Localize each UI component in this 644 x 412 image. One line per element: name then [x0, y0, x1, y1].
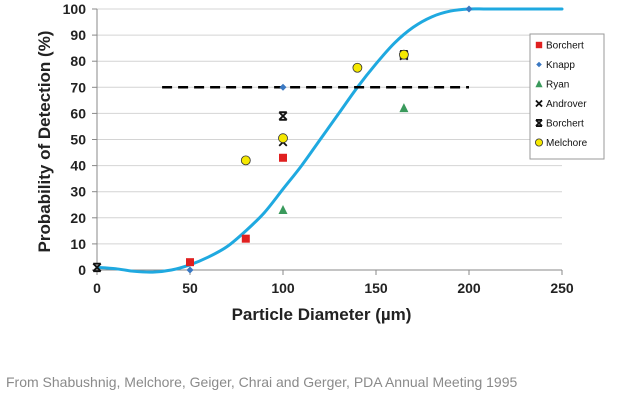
gridlines [97, 8, 562, 271]
legend-label-4: Borchert [546, 119, 584, 130]
legend-label-2: Ryan [546, 80, 569, 91]
fit-curve-layer [95, 7, 564, 274]
y-tick-label-100: 100 [63, 1, 87, 17]
legend-label-0: Borchert [546, 41, 584, 52]
point-borchert-0-1 [241, 234, 250, 243]
point-melchore-5-3 [398, 49, 409, 60]
y-tick-label-80: 80 [70, 53, 86, 69]
legend-label-1: Knapp [546, 60, 575, 71]
legend-label-3: Androver [546, 99, 587, 110]
y-axis-title: Probability of Detection (%) [35, 31, 54, 253]
x-tick-label-200: 200 [457, 280, 481, 296]
legend-marker-1 [536, 61, 542, 68]
y-tick-label-0: 0 [78, 262, 86, 278]
point-melchore-5-2 [352, 62, 363, 73]
x-tick-label-250: 250 [550, 280, 574, 296]
point-ryan-2-0 [278, 204, 288, 214]
y-tick-label-40: 40 [70, 158, 86, 174]
data-points [92, 5, 473, 274]
point-knapp-1-1 [279, 83, 287, 91]
point-melchore-5-1 [278, 133, 288, 144]
legend-marker-0 [535, 41, 543, 49]
legend-marker-2 [535, 80, 543, 88]
legend: Borchert Knapp Ryan Androver Borchert Melchor… [529, 33, 605, 160]
axes [92, 8, 563, 275]
y-tick-label-30: 30 [70, 184, 86, 200]
y-tick-label-20: 20 [70, 210, 86, 226]
point-ryan-2-1 [399, 103, 409, 113]
x-tick-label-50: 50 [182, 280, 198, 296]
y-tick-label-70: 70 [70, 79, 86, 95]
legend-marker-5 [535, 138, 544, 147]
legend-label-5: Melchore [546, 138, 588, 149]
y-tick-label-60: 60 [70, 105, 86, 121]
point-borchert-4-0 [92, 262, 102, 273]
point-knapp-1-2 [465, 5, 473, 13]
legend-marker-3 [535, 99, 543, 108]
x-tick-label-100: 100 [271, 280, 295, 296]
axis-labels: 0 10 20 30 40 50 60 70 80 90 100 0 50 100 150 200 250 Par… [35, 1, 574, 324]
fit-curve [95, 7, 564, 274]
x-tick-label-0: 0 [93, 280, 101, 296]
point-borchert-0-2 [279, 153, 287, 162]
legend-marker-4 [535, 119, 543, 127]
x-axis-title: Particle Diameter (µm) [232, 305, 412, 324]
source-caption: From Shabushnig, Melchore, Geiger, Chrai… [6, 374, 518, 390]
y-tick-label-90: 90 [70, 27, 86, 43]
x-tick-label-150: 150 [364, 280, 388, 296]
y-tick-label-10: 10 [70, 236, 86, 252]
point-knapp-1-0 [186, 266, 194, 274]
y-tick-label-50: 50 [70, 132, 86, 148]
scatter-chart: Borchert Knapp Ryan Androver Borchert Melchor… [35, 1, 605, 324]
point-borchert-0-0 [186, 258, 194, 267]
point-borchert-4-1 [278, 111, 288, 121]
point-melchore-5-0 [240, 155, 251, 166]
legend-box [529, 33, 605, 160]
